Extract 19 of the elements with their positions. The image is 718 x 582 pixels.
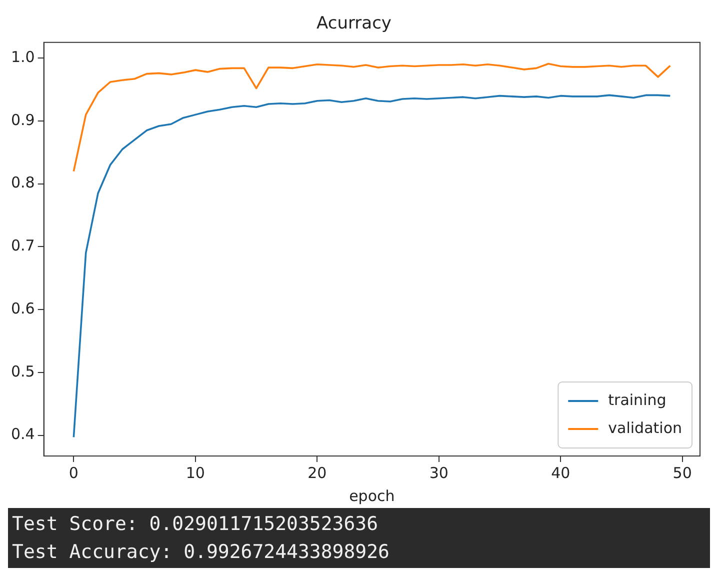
y-tick-label: 0.4: [10, 425, 35, 444]
y-tick-label: 0.8: [10, 174, 35, 192]
y-tick-label: 0.7: [10, 236, 35, 255]
x-tick-label: 40: [551, 464, 570, 482]
y-tick-label: 1.0: [10, 48, 35, 66]
x-tick-label: 30: [429, 464, 448, 482]
legend-label: validation: [608, 418, 682, 437]
x-tick-label: 20: [308, 464, 327, 482]
text: Test Accuracy: 0.9926724433898926: [12, 540, 390, 565]
x-tick-label: 0: [68, 464, 78, 482]
y-tick-label: 0.9: [10, 110, 35, 129]
chart-title: Acurracy: [316, 14, 392, 34]
x-axis-title: epoch: [349, 486, 395, 505]
text: Test Score: 0.029011715203523636: [12, 512, 380, 537]
y-tick-label: 0.5: [10, 362, 35, 380]
y-tick-label: 0.6: [10, 299, 35, 318]
x-tick-label: 10: [186, 464, 205, 482]
x-tick-label: 50: [672, 464, 692, 482]
legend-label: training: [608, 390, 666, 409]
